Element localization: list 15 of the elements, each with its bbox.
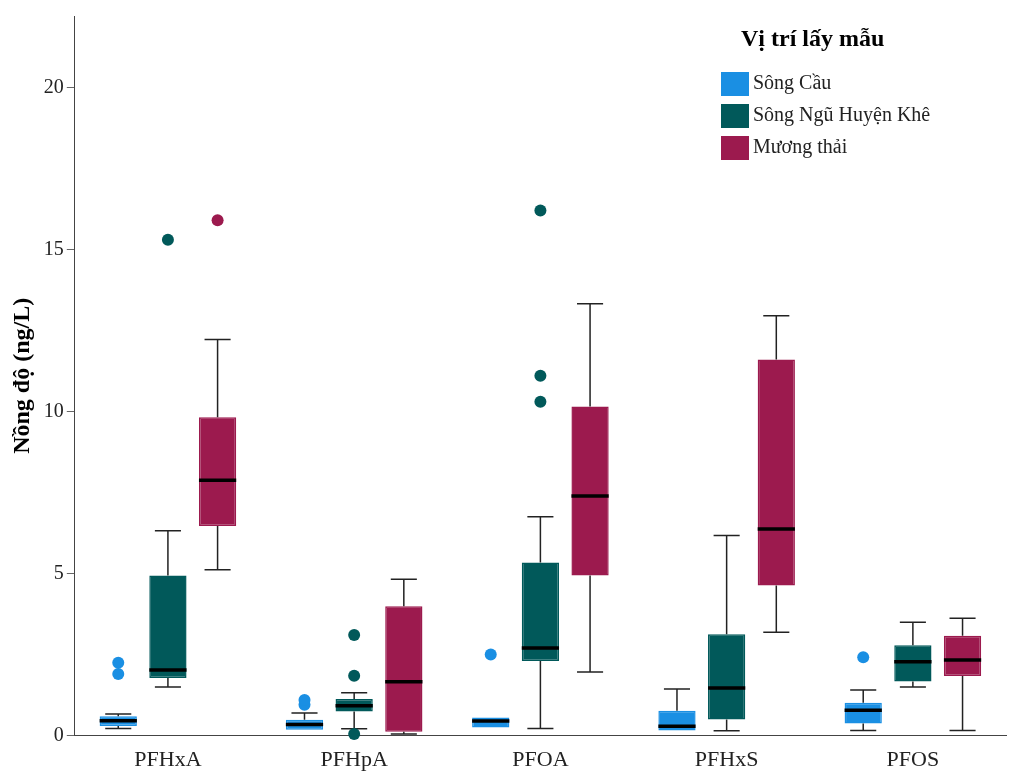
legend-label: Sông Cầu bbox=[753, 71, 832, 95]
x-tick-label: PFHxS bbox=[694, 745, 759, 771]
y-tick-label: 0 bbox=[53, 722, 64, 745]
y-axis-title: Nồng độ (ng/L) bbox=[7, 297, 34, 454]
legend-label: Mương thải bbox=[753, 135, 848, 159]
x-tick-label: PFHxA bbox=[134, 745, 202, 771]
x-tick-label: PFOS bbox=[886, 745, 940, 771]
y-tick-label: 10 bbox=[43, 398, 64, 421]
x-tick-label: PFOA bbox=[512, 745, 569, 771]
legend-label: Sông Ngũ Huyện Khê bbox=[753, 103, 931, 127]
y-tick-label: 5 bbox=[53, 560, 64, 583]
y-tick-label: 20 bbox=[43, 74, 64, 97]
legend-title: Vị trí lấy mẫu bbox=[741, 25, 885, 52]
x-tick-label: PFHpA bbox=[320, 745, 388, 771]
y-tick-label: 15 bbox=[43, 236, 64, 259]
